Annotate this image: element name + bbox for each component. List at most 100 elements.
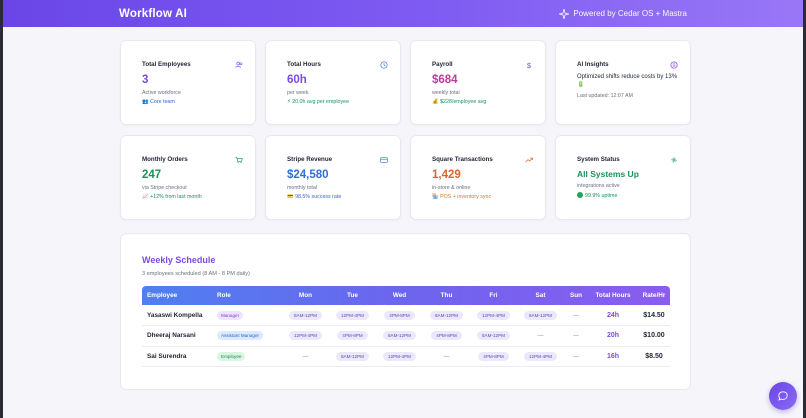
- col-thu: Thu: [440, 292, 453, 299]
- powered-by-text: Powered by Cedar OS + Mastra: [573, 9, 687, 18]
- card-title: AI Insights: [577, 61, 609, 68]
- card-sub: per week: [287, 90, 309, 96]
- shift-chip: 12PM-4PM: [524, 351, 557, 361]
- schedule-subtitle: 3 employees scheduled (8 AM - 8 PM daily…: [142, 271, 250, 277]
- card-note: 💰 $228/employee avg: [432, 99, 487, 105]
- card-sub: via Stripe checkout: [142, 185, 187, 191]
- table-row: Sai Surendra Employee — 8AM-12PM 12PM-4P…: [142, 346, 670, 367]
- table-header-row: Employee Role Mon Tue Wed Thu Fri Sat Su…: [142, 286, 670, 305]
- shift-chip: 4PM-8PM: [337, 331, 368, 341]
- card-sub: in-store & online: [432, 185, 471, 191]
- role-badge: Employee: [217, 351, 246, 361]
- card-note: ⚡ 20.0h avg per employee: [287, 99, 350, 105]
- card-monthly-orders: Monthly Orders 247 via Stripe checkout 📈…: [120, 135, 256, 220]
- card-note: 99.9% uptime: [577, 192, 678, 199]
- weekly-schedule-panel: Weekly Schedule 3 employees scheduled (8…: [120, 233, 691, 390]
- table-row: Yasaswi Kompella Manager 8AM-12PM 12PM-4…: [142, 305, 670, 326]
- card-value: 247: [142, 169, 162, 181]
- hourly-rate: $8.50: [645, 352, 663, 360]
- hourly-rate: $10.00: [643, 332, 665, 340]
- card-title: Monthly Orders: [142, 156, 188, 163]
- day-off: —: [537, 333, 544, 340]
- card-value: 3: [142, 74, 149, 86]
- shift-chip: 12PM-4PM: [336, 310, 369, 320]
- col-wed: Wed: [392, 292, 407, 299]
- col-tue: Tue: [347, 292, 358, 299]
- card-title: Total Employees: [142, 61, 191, 68]
- shift-chip: 8AM-12PM: [289, 310, 322, 320]
- insight-updated: Last updated: 12:07 AM: [577, 93, 633, 99]
- card-sub: integrations active: [577, 183, 620, 189]
- card-value: $684: [432, 74, 458, 86]
- col-fri: Fri: [489, 292, 498, 299]
- col-employee: Employee: [147, 292, 178, 299]
- top-bar: Workflow AI Powered by Cedar OS + Mastra: [3, 0, 803, 27]
- sparkle-icon: [559, 8, 570, 19]
- card-note: 📈 +12% from last month: [142, 194, 202, 200]
- day-off: —: [573, 312, 579, 319]
- card-title: Square Transactions: [432, 156, 493, 163]
- col-rate: Rate/Hr: [642, 292, 666, 299]
- shift-chip: 8AM-12PM: [477, 331, 510, 341]
- trend-icon: [525, 157, 533, 163]
- card-icon: [380, 157, 388, 163]
- schedule-title: Weekly Schedule: [142, 255, 216, 265]
- cart-icon: [235, 156, 243, 164]
- shift-chip: 8AM-12PM: [524, 310, 557, 320]
- shift-chip: 4PM-8PM: [431, 331, 462, 341]
- chat-button[interactable]: [769, 382, 797, 410]
- info-icon: [670, 61, 678, 69]
- col-role: Role: [217, 292, 231, 299]
- card-value: $24,580: [287, 169, 329, 181]
- gear-icon: [671, 157, 677, 163]
- card-value: 60h: [287, 74, 307, 86]
- shift-chip: 12PM-4PM: [289, 331, 322, 341]
- svg-text:$: $: [527, 61, 531, 69]
- card-square-transactions: Square Transactions 1,429 in-store & onl…: [410, 135, 546, 220]
- card-title: System Status: [577, 156, 620, 163]
- col-mon: Mon: [298, 292, 313, 299]
- card-title: Total Hours: [287, 61, 321, 68]
- shift-chip: 12PM-4PM: [477, 310, 510, 320]
- shift-chip: 8AM-12PM: [430, 310, 463, 320]
- employee-name: Sai Surendra: [142, 346, 212, 367]
- shift-chip: 8AM-12PM: [336, 351, 369, 361]
- clock-icon: [380, 61, 388, 69]
- day-off: —: [573, 353, 579, 360]
- card-total-employees: Total Employees 3 Active workforce 👥 Cor…: [120, 40, 256, 125]
- shift-chip: 4PM-8PM: [478, 351, 509, 361]
- role-badge: Manager: [217, 310, 244, 320]
- employee-name: Yasaswi Kompella: [142, 305, 212, 326]
- table-row: Dheeraj Narsani Assistant Manager 12PM-4…: [142, 325, 670, 347]
- stats-grid: Total Employees 3 Active workforce 👥 Cor…: [120, 40, 691, 220]
- total-hours: 24h: [606, 311, 620, 319]
- card-system-status: System Status All Systems Up integration…: [555, 135, 691, 220]
- day-off: —: [573, 333, 579, 340]
- total-hours: 20h: [606, 332, 620, 340]
- card-sub: Active workforce: [142, 90, 181, 96]
- card-note: 💳 98.5% success rate: [287, 194, 342, 200]
- status-dot-icon: [577, 192, 583, 198]
- card-title: Stripe Revenue: [287, 156, 333, 163]
- employee-name: Dheeraj Narsani: [142, 325, 212, 347]
- card-value: 1,429: [432, 169, 461, 181]
- shift-chip: 8AM-12PM: [383, 331, 416, 341]
- card-title: Payroll: [432, 61, 453, 68]
- card-payroll: Payroll $ $684 weekly total 💰 $228/emplo…: [410, 40, 546, 125]
- shift-chip: 12PM-4PM: [383, 351, 416, 361]
- status-value: All Systems Up: [577, 169, 639, 179]
- chat-icon: [778, 391, 788, 401]
- col-sat: Sat: [535, 292, 546, 299]
- col-total-hours: Total Hours: [595, 292, 631, 299]
- app-title: Workflow AI: [119, 7, 188, 20]
- total-hours: 16h: [606, 352, 620, 360]
- schedule-table: Employee Role Mon Tue Wed Thu Fri Sat Su…: [142, 286, 670, 367]
- users-icon: [235, 61, 243, 68]
- card-ai-insights: AI Insights Optimized shifts reduce cost…: [555, 40, 691, 125]
- powered-by: Powered by Cedar OS + Mastra: [559, 8, 687, 19]
- card-stripe-revenue: Stripe Revenue $24,580 monthly total 💳 9…: [265, 135, 401, 220]
- card-sub: weekly total: [432, 90, 460, 96]
- insight-text: Optimized shifts reduce costs by 13% 🔋: [577, 74, 678, 88]
- day-off: —: [443, 353, 450, 360]
- uptime-text: 99.9% uptime: [585, 193, 618, 199]
